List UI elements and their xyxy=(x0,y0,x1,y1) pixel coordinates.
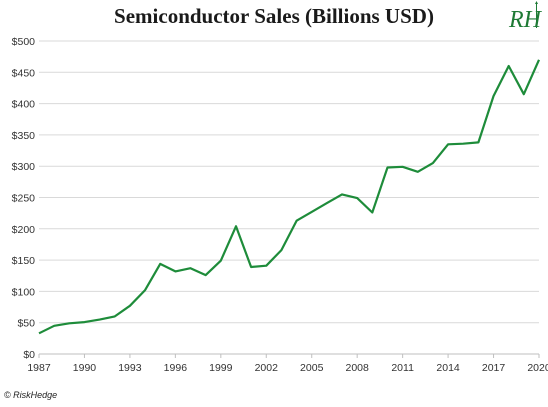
x-tick-label: 2008 xyxy=(346,362,370,374)
y-tick-label: $450 xyxy=(12,67,36,79)
riskhedge-logo: RH xyxy=(508,1,543,33)
y-tick-label: $100 xyxy=(12,286,36,298)
x-tick-label: 2011 xyxy=(391,362,414,374)
grid-lines xyxy=(39,40,539,324)
chart-title: Semiconductor Sales (Billions USD) xyxy=(114,4,434,28)
y-tick-labels: $0 $50 $100 $150 $200 $250 $300 $350 $400 $450 $50… xyxy=(12,36,36,361)
y-tick-label: $0 xyxy=(23,349,35,361)
x-tick-label: 2005 xyxy=(300,362,324,374)
x-tick-label: 1993 xyxy=(118,362,142,374)
y-tick-label: $300 xyxy=(12,161,36,173)
y-tick-label: $250 xyxy=(12,193,36,205)
x-tick-label: 2014 xyxy=(436,362,460,374)
series-line xyxy=(38,59,541,335)
x-tick-label: 1987 xyxy=(27,362,51,374)
axes xyxy=(38,353,540,358)
y-tick-label: $200 xyxy=(12,224,36,236)
x-tick-label: 2017 xyxy=(482,362,506,374)
x-tick-label: 1990 xyxy=(73,362,97,374)
copyright-text: © RiskHedge xyxy=(4,390,58,400)
x-tick-label: 2020 xyxy=(527,362,548,374)
y-tick-label: $400 xyxy=(12,99,36,111)
y-tick-label: $350 xyxy=(12,130,36,142)
y-tick-label: $500 xyxy=(12,36,36,48)
x-tick-label: 1996 xyxy=(164,362,188,374)
series-group xyxy=(38,59,541,335)
x-tick-labels: 1987 1990 1993 1996 1999 2002 2005 2008 2011 2014… xyxy=(27,362,548,374)
y-tick-label: $50 xyxy=(17,318,35,330)
x-tick-label: 2002 xyxy=(255,362,279,374)
y-tick-label: $150 xyxy=(12,255,36,267)
x-tick-label: 1999 xyxy=(209,362,233,374)
